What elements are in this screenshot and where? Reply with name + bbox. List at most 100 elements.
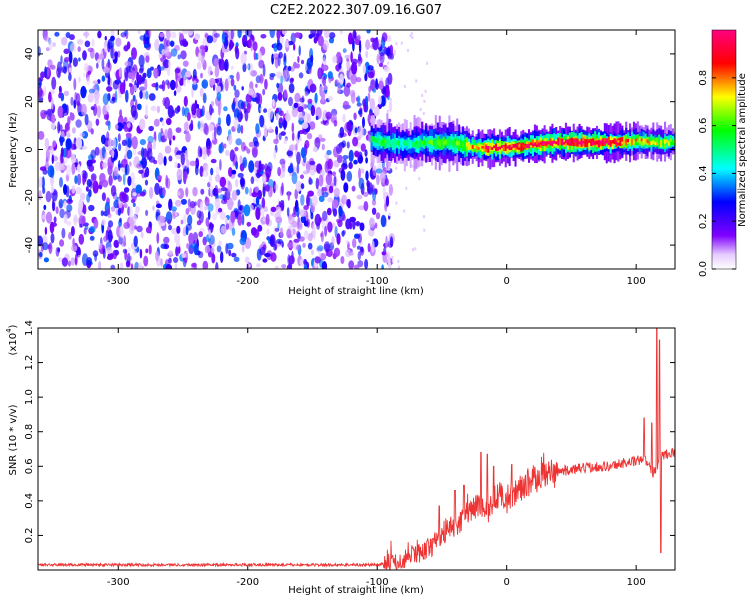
noise-blob [60,36,68,46]
noise-blob [130,263,134,269]
spectrogram-x-ticks: -300 -200 -100 0 100 [107,30,646,287]
noise-blob [369,217,375,228]
noise-blob [145,166,150,178]
signal-cell [432,140,435,147]
noise-blob [300,183,305,190]
noise-blob [127,247,132,253]
noise-blob [169,40,175,47]
snr-x-axis-label: Height of straight line (km) [288,585,424,596]
signal-cell [656,137,659,147]
noise-blob [285,113,291,122]
noise-blob [133,235,138,248]
noise-blob [273,138,279,145]
noise-blob [240,124,244,134]
noise-blob [383,66,391,73]
noise-blob [168,250,173,256]
noise-blob [298,72,304,79]
signal-cell [460,141,463,145]
signal-cell [646,139,649,144]
noise-blob [325,173,332,186]
noise-blob [371,170,377,179]
noise-blob [315,115,319,121]
noise-blob [262,258,268,263]
noise-blob [279,227,284,238]
noise-blob [98,53,105,60]
noise-blob [321,90,325,102]
noise-blob [201,79,209,89]
noise-blob [256,168,263,174]
noise-blob [110,185,117,197]
noise-blob [215,262,219,269]
signal-cell [530,142,533,146]
signal-cell [407,140,410,147]
noise-blob [189,160,197,167]
noise-blob [185,226,189,236]
signal-cell [388,139,391,146]
noise-blob [270,252,277,262]
noise-blob [276,71,282,79]
signal-cell [568,140,571,144]
noise-blob [176,225,181,234]
noise-blob [349,221,353,230]
noise-blob [274,183,279,191]
noise-blob [63,213,68,224]
noise-blob [287,167,294,174]
noise-blob [63,184,68,195]
noise-blob [136,82,140,89]
noise-blob [259,246,266,256]
x-tick-label: 0 [503,577,509,588]
noise-blob [307,242,313,250]
noise-blob [307,233,313,242]
noise-blob [350,37,355,45]
noise-blob [358,40,362,54]
noise-blob [342,100,350,110]
noise-blob [348,251,354,256]
noise-blob [306,113,312,125]
noise-blob [282,69,288,82]
noise-blob [84,40,91,48]
noise-blob [310,213,314,220]
noise-blob [379,51,385,64]
signal-cell [477,147,480,150]
noise-blob [321,261,328,269]
signal-cell [533,142,536,147]
signal-cell [648,136,651,145]
noise-blob [52,199,55,212]
noise-blob [145,248,149,254]
noise-blob [156,232,160,244]
noise-blob [65,138,72,150]
noise-blob [353,264,360,269]
noise-blob [117,50,121,58]
noise-blob [195,164,199,176]
noise-blob [200,188,205,195]
signal-cell [473,145,476,149]
noise-blob [107,74,111,86]
noise-blob [234,89,240,98]
noise-blob [358,167,361,180]
noise-blob [45,190,52,203]
signal-cell [572,140,575,143]
spectrogram-x-axis-label: Height of straight line (km) [288,286,424,297]
noise-blob [246,102,251,114]
signal-cell [495,145,498,149]
noise-blob [52,42,56,47]
noise-blob [235,178,239,188]
noise-blob [192,82,198,91]
noise-blob [132,250,137,255]
noise-blob [80,103,87,116]
noise-blob [376,174,380,186]
noise-blob [94,146,100,156]
noise-blob [191,103,197,116]
noise-blob [322,39,329,51]
signal-cell [528,144,531,149]
signal-cell [464,141,467,147]
noise-blob [287,191,290,201]
noise-blob [291,172,298,185]
signal-cell [421,140,424,144]
noise-blob [227,197,234,211]
noise-blob [51,154,54,165]
noise-blob [83,227,87,235]
signal-cell [446,140,449,145]
signal-cell [636,140,639,143]
noise-blob [78,198,84,212]
